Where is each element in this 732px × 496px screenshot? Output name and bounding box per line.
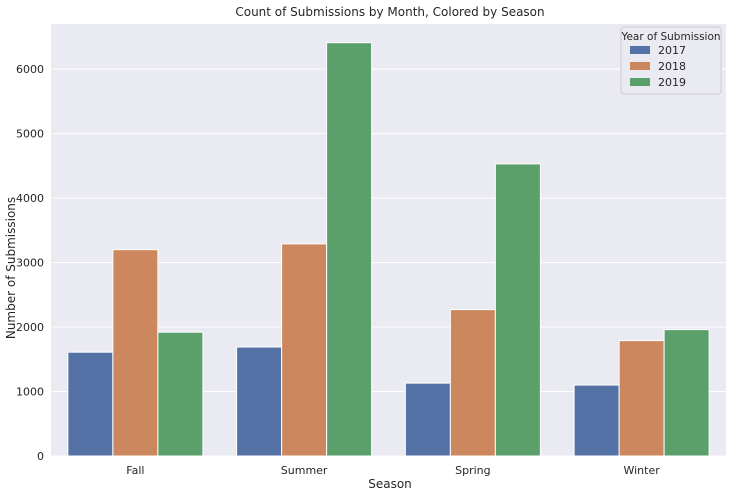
bar-winter-2019 xyxy=(663,329,710,457)
chart-title: Count of Submissions by Month, Colored b… xyxy=(235,5,544,19)
legend-swatch-2018 xyxy=(630,62,650,70)
legend-box xyxy=(620,26,722,95)
legend-swatch-2019 xyxy=(630,78,650,86)
legend-swatch-2017 xyxy=(630,46,650,54)
bar-summer-2018 xyxy=(281,243,328,457)
bar-winter-2018 xyxy=(618,340,665,457)
bar-spring-2017 xyxy=(404,382,451,457)
x-tick-label: Spring xyxy=(455,464,491,477)
x-axis-title: Season xyxy=(368,477,412,491)
legend: Year of Submission 2017 2018 2019 xyxy=(620,26,722,95)
bar-spring-2018 xyxy=(449,309,496,457)
y-axis-title: Number of Submissions xyxy=(4,197,18,339)
legend-label-2018: 2018 xyxy=(658,60,686,73)
y-tick-label: 1000 xyxy=(16,386,44,399)
legend-label-2017: 2017 xyxy=(658,44,686,57)
bar-winter-2017 xyxy=(573,384,620,457)
x-tick-label: Summer xyxy=(281,464,328,477)
y-tick-label: 4000 xyxy=(16,192,44,205)
x-tick-label: Fall xyxy=(126,464,144,477)
bar-fall-2019 xyxy=(157,331,204,457)
legend-label-2019: 2019 xyxy=(658,76,686,89)
bars xyxy=(67,42,710,457)
bar-spring-2019 xyxy=(494,163,541,457)
legend-title: Year of Submission xyxy=(620,31,720,43)
y-tick-label: 3000 xyxy=(16,257,44,270)
bar-summer-2017 xyxy=(236,346,283,457)
x-tick-label: Winter xyxy=(623,464,660,477)
bar-fall-2017 xyxy=(67,351,114,457)
y-tick-label: 2000 xyxy=(16,321,44,334)
bar-fall-2018 xyxy=(112,249,159,457)
y-tick-label: 0 xyxy=(37,450,44,463)
x-tick-labels: Fall Summer Spring Winter xyxy=(126,464,660,477)
y-tick-labels: 0 1000 2000 3000 4000 5000 6000 xyxy=(16,63,44,463)
y-tick-label: 6000 xyxy=(16,63,44,76)
y-tick-label: 5000 xyxy=(16,128,44,141)
bar-summer-2019 xyxy=(326,42,373,457)
